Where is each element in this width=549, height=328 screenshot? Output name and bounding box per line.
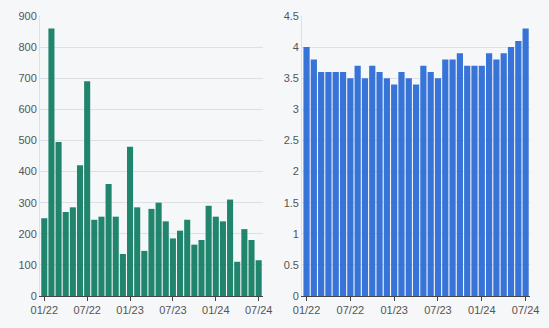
svg-text:07/23: 07/23 (159, 304, 187, 316)
svg-text:2: 2 (293, 165, 299, 177)
svg-text:3.5: 3.5 (284, 72, 299, 84)
svg-text:07/22: 07/22 (337, 304, 365, 316)
svg-text:0.5: 0.5 (284, 259, 299, 271)
svg-text:300: 300 (18, 197, 36, 209)
svg-text:01/23: 01/23 (380, 304, 408, 316)
svg-text:800: 800 (18, 41, 36, 53)
svg-text:3: 3 (293, 103, 299, 115)
svg-text:0: 0 (293, 290, 299, 302)
svg-text:1: 1 (293, 228, 299, 240)
svg-text:900: 900 (18, 10, 36, 22)
svg-text:07/23: 07/23 (424, 304, 452, 316)
svg-text:01/24: 01/24 (202, 304, 230, 316)
svg-text:4: 4 (293, 41, 299, 53)
svg-text:01/22: 01/22 (31, 304, 59, 316)
svg-text:100: 100 (18, 259, 36, 271)
svg-text:01/23: 01/23 (116, 304, 144, 316)
svg-text:500: 500 (18, 134, 36, 146)
svg-text:1.5: 1.5 (284, 197, 299, 209)
svg-text:01/22: 01/22 (293, 304, 321, 316)
svg-text:01/24: 01/24 (468, 304, 496, 316)
svg-text:200: 200 (18, 228, 36, 240)
svg-text:700: 700 (18, 72, 36, 84)
svg-text:07/24: 07/24 (245, 304, 273, 316)
svg-text:07/22: 07/22 (73, 304, 101, 316)
svg-text:07/24: 07/24 (512, 304, 540, 316)
svg-text:2.5: 2.5 (284, 134, 299, 146)
svg-text:600: 600 (18, 103, 36, 115)
svg-text:4.5: 4.5 (284, 10, 299, 22)
svg-text:400: 400 (18, 165, 36, 177)
svg-text:0: 0 (31, 290, 37, 302)
